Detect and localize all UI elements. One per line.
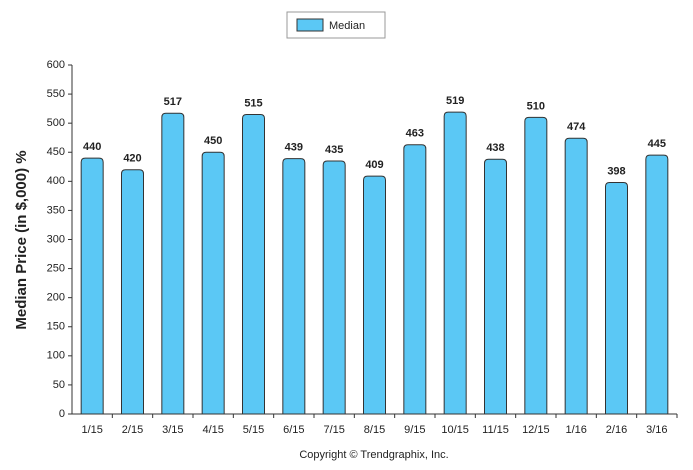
x-tick-label: 2/16 [606, 424, 627, 436]
x-tick-label: 3/15 [162, 424, 183, 436]
bar [564, 137, 588, 415]
bar [403, 144, 427, 415]
bar [484, 158, 507, 415]
value-label: 438 [486, 142, 504, 154]
bar [201, 151, 225, 415]
y-tick-label: 350 [47, 204, 65, 216]
bar [524, 116, 548, 415]
y-tick-label: 50 [53, 379, 65, 391]
y-axis-label: Median Price (in $,000) % [13, 150, 30, 329]
value-label: 398 [607, 165, 625, 177]
value-label: 420 [123, 153, 141, 165]
value-label: 515 [244, 97, 262, 109]
y-tick-label: 0 [59, 408, 65, 420]
bar [242, 113, 265, 415]
x-axis-label: Copyright © Trendgraphix, Inc. [299, 449, 448, 461]
y-tick-label: 100 [47, 350, 65, 362]
x-tick-label: 6/15 [283, 424, 304, 436]
bar [80, 157, 104, 415]
value-label: 435 [325, 144, 343, 156]
value-label: 450 [204, 135, 222, 147]
value-label: 517 [164, 96, 182, 108]
x-tick-label: 8/15 [364, 424, 385, 436]
bar [363, 175, 386, 415]
value-label: 409 [365, 159, 383, 171]
x-tick-label: 2/15 [122, 424, 143, 436]
x-tick-label: 1/16 [565, 424, 586, 436]
bar [121, 169, 144, 415]
value-label: 439 [285, 142, 303, 154]
legend-swatch [296, 18, 324, 32]
x-tick-label: 10/15 [441, 424, 469, 436]
value-label: 463 [406, 128, 424, 140]
x-tick-label: 4/15 [202, 424, 223, 436]
value-label: 510 [527, 100, 545, 112]
y-tick-label: 500 [47, 117, 65, 129]
y-tick-label: 600 [47, 59, 65, 71]
value-label: 474 [567, 121, 586, 133]
bar [605, 181, 628, 415]
x-tick-label: 9/15 [404, 424, 425, 436]
legend-label: Median [329, 20, 365, 32]
y-tick-label: 300 [47, 233, 65, 245]
y-tick-label: 400 [47, 175, 65, 187]
bar [322, 160, 346, 415]
bar [645, 154, 669, 415]
value-label: 519 [446, 95, 464, 107]
y-tick-label: 450 [47, 146, 65, 158]
x-tick-label: 7/15 [323, 424, 344, 436]
x-tick-label: 1/15 [81, 424, 102, 436]
y-tick-label: 200 [47, 292, 65, 304]
y-tick-label: 250 [47, 262, 65, 274]
x-tick-label: 3/16 [646, 424, 667, 436]
x-tick-label: 5/15 [243, 424, 264, 436]
y-tick-label: 150 [47, 321, 65, 333]
x-tick-label: 11/15 [482, 424, 509, 436]
value-label: 440 [83, 141, 101, 153]
x-tick-label: 12/15 [522, 424, 550, 436]
y-tick-label: 550 [47, 88, 65, 100]
value-label: 445 [648, 138, 666, 150]
bar [161, 112, 185, 415]
bar [443, 111, 467, 415]
bar [282, 158, 306, 415]
